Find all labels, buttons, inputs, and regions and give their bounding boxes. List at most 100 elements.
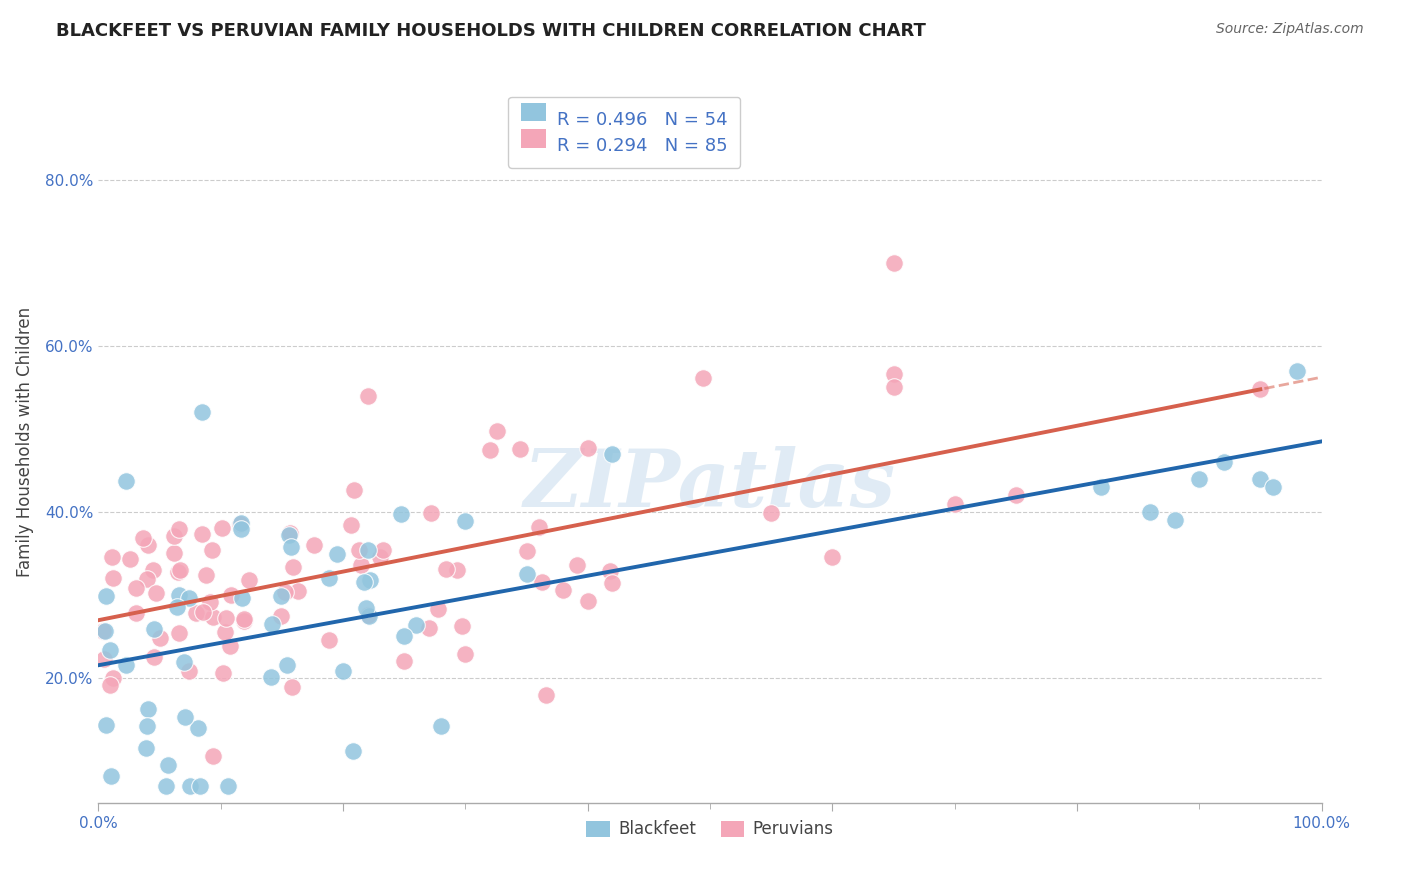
Point (527, 520, 550, 534)
Point (215, 611, 238, 625)
Point (221, 588, 243, 602)
Point (302, 538, 325, 552)
Point (530, 574, 553, 589)
Point (173, 655, 195, 669)
Point (195, 567, 218, 582)
Point (515, 567, 537, 582)
Point (353, 574, 375, 589)
Point (198, 595, 221, 609)
Point (420, 507, 443, 521)
Point (600, 447, 623, 461)
Point (599, 564, 621, 578)
Point (218, 639, 240, 653)
Point (349, 558, 371, 573)
Point (142, 563, 165, 577)
Point (534, 689, 557, 703)
Point (201, 542, 224, 557)
Point (389, 507, 412, 521)
Point (1286, 364, 1309, 378)
Point (136, 702, 159, 716)
Point (281, 560, 304, 574)
Point (478, 442, 501, 457)
Point (1188, 472, 1211, 486)
Point (576, 442, 599, 456)
Point (821, 549, 844, 564)
Point (454, 514, 477, 528)
Point (229, 516, 252, 530)
Point (1249, 472, 1271, 486)
Point (368, 549, 391, 564)
Point (101, 671, 124, 685)
Point (202, 748, 225, 763)
Point (883, 380, 905, 394)
Point (167, 522, 190, 536)
Point (184, 606, 207, 620)
Point (576, 594, 599, 608)
Point (229, 522, 252, 536)
Point (115, 474, 138, 488)
Point (155, 779, 177, 793)
Point (94, 589, 117, 603)
Point (430, 719, 453, 733)
Point (357, 608, 380, 623)
Point (326, 547, 349, 561)
Point (163, 529, 186, 543)
Point (565, 558, 588, 572)
Point (1261, 480, 1284, 494)
Point (156, 758, 179, 772)
Point (217, 779, 239, 793)
Point (276, 658, 298, 673)
Point (392, 628, 416, 642)
Point (600, 576, 623, 591)
Point (143, 649, 166, 664)
Point (166, 600, 188, 615)
Point (280, 540, 302, 554)
Point (273, 585, 295, 599)
Point (149, 631, 172, 645)
Point (943, 497, 966, 511)
Point (143, 622, 166, 636)
Point (91, 624, 114, 639)
Point (356, 389, 378, 403)
Point (260, 616, 283, 631)
Point (1139, 505, 1161, 519)
Point (145, 585, 167, 599)
Text: Source: ZipAtlas.com: Source: ZipAtlas.com (1216, 22, 1364, 37)
Point (553, 583, 575, 598)
Point (1212, 455, 1234, 469)
Point (371, 543, 394, 558)
Point (186, 721, 208, 735)
Point (287, 583, 309, 598)
Point (100, 769, 122, 783)
Point (125, 581, 148, 595)
Point (177, 591, 200, 605)
Legend: Blackfeet, Peruvians: Blackfeet, Peruvians (579, 814, 841, 845)
Point (190, 527, 212, 541)
Point (454, 647, 477, 661)
Point (427, 602, 450, 616)
Point (229, 517, 252, 532)
Point (136, 538, 159, 552)
Point (260, 670, 283, 684)
Point (231, 591, 253, 605)
Point (1164, 513, 1187, 527)
Point (451, 619, 474, 633)
Point (356, 608, 378, 623)
Point (278, 526, 301, 541)
Point (136, 719, 159, 733)
Point (169, 563, 191, 577)
Point (233, 614, 256, 628)
Point (883, 367, 905, 381)
Point (115, 657, 138, 672)
Point (270, 589, 292, 603)
Point (162, 546, 184, 560)
Point (101, 571, 124, 585)
Point (94, 624, 117, 638)
Point (278, 528, 301, 542)
Point (124, 607, 146, 621)
Point (354, 600, 377, 615)
Point (188, 779, 211, 793)
Point (359, 573, 381, 587)
Point (212, 665, 235, 680)
Point (101, 549, 124, 564)
